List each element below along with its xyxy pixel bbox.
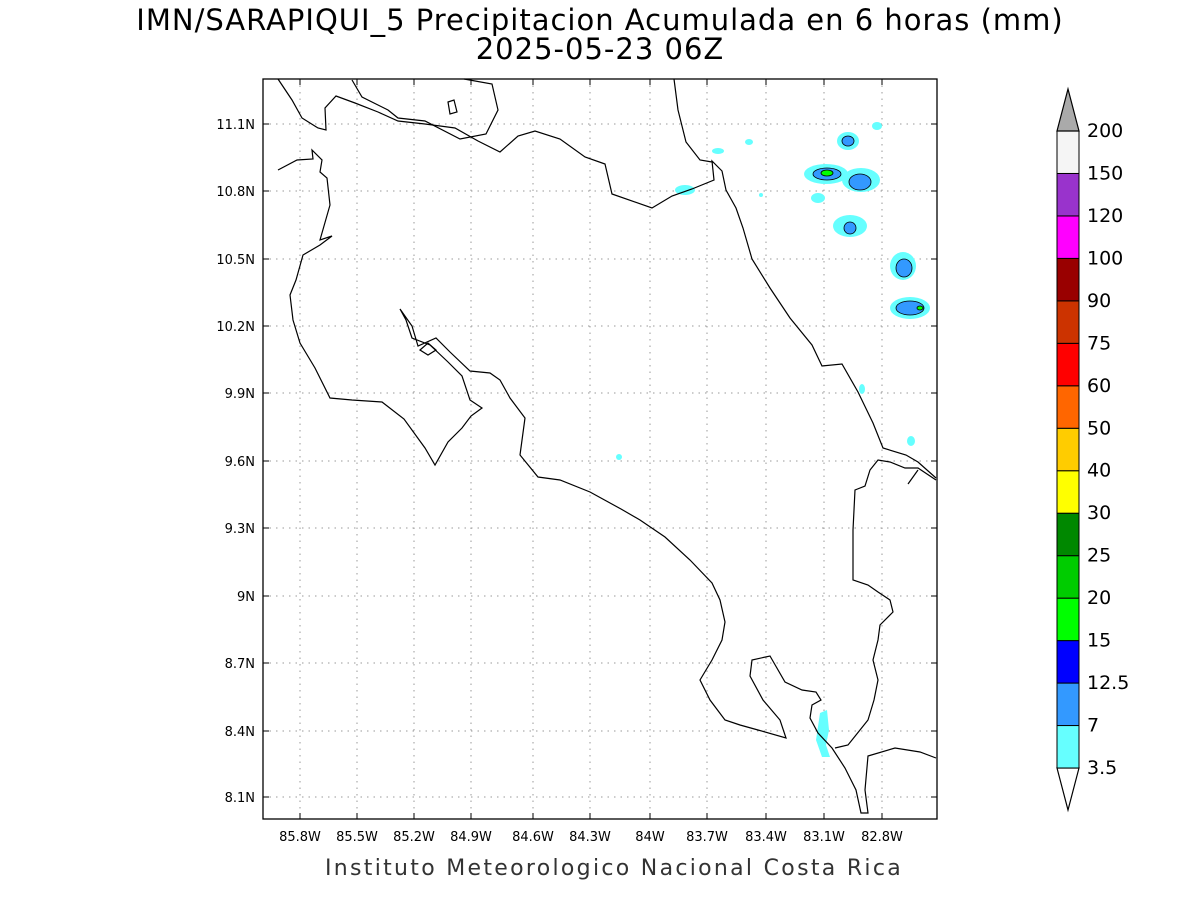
colorbar-label: 12.5 xyxy=(1087,672,1129,694)
lon-tick-label: 83.4W xyxy=(745,830,787,845)
lon-tick-label: 84.9W xyxy=(450,830,492,845)
lon-tick-label: 84W xyxy=(635,830,665,845)
lat-tick-label: 9.9N xyxy=(225,387,255,402)
colorbar-label: 40 xyxy=(1087,460,1111,482)
lat-tick-label: 10.8N xyxy=(216,185,255,200)
lon-tick-label: 82.8W xyxy=(861,830,903,845)
colorbar-swatch xyxy=(1056,597,1080,642)
lat-tick-label: 10.5N xyxy=(216,253,255,268)
colorbar-swatch xyxy=(1056,725,1080,769)
colorbar-low-triangle xyxy=(1056,767,1080,813)
precipitation-areas xyxy=(616,122,930,757)
colorbar-label: 75 xyxy=(1087,332,1111,354)
lat-tick-label: 8.4N xyxy=(225,725,255,740)
colorbar-label: 30 xyxy=(1087,502,1111,524)
colorbar-label: 20 xyxy=(1087,587,1111,609)
precip-7mm-areas xyxy=(812,135,925,316)
lat-tick-label: 8.1N xyxy=(225,791,255,806)
coastlines-borders xyxy=(277,78,937,814)
colorbar-label: 60 xyxy=(1087,375,1111,397)
colorbar-label: 7 xyxy=(1087,715,1099,737)
colorbar-label: 3.5 xyxy=(1087,757,1117,779)
map-title: IMN/SARAPIQUI_5 Precipitacion Acumulada … xyxy=(136,3,1064,37)
colorbar-swatch xyxy=(1056,512,1080,557)
lon-tick-label: 85.5W xyxy=(336,830,378,845)
longitude-axis: 85.8W 85.5W 85.2W 84.9W 84.6W 84.3W 84W 83.7W 83… xyxy=(279,79,903,845)
colorbar-swatch xyxy=(1056,172,1080,217)
colorbar-swatch xyxy=(1056,215,1080,259)
colorbar-swatch xyxy=(1056,257,1080,302)
precip-15mm-areas xyxy=(820,169,924,311)
colorbar-legend: 3.5 7 12.5 15 20 25 30 40 50 60 75 90 100 120 150 200 xyxy=(1056,86,1129,813)
colorbar-swatch xyxy=(1056,342,1080,387)
lat-tick-label: 9.6N xyxy=(225,455,255,470)
footer-credit: Instituto Meteorologico Nacional Costa R… xyxy=(324,856,904,881)
lat-tick-label: 8.7N xyxy=(225,657,255,672)
lat-tick-label: 10.2N xyxy=(216,320,255,335)
map-subtitle-date: 2025-05-23 06Z xyxy=(475,32,725,66)
lon-tick-label: 83.1W xyxy=(803,830,845,845)
colorbar-swatch xyxy=(1056,555,1080,599)
latitude-axis: 11.1N 10.8N 10.5N 10.2N 9.9N 9.6N 9.3N 9N 8.7N 8.… xyxy=(216,118,937,806)
colorbar-swatch xyxy=(1056,470,1080,514)
lon-tick-label: 84.3W xyxy=(569,830,611,845)
colorbar-label: 90 xyxy=(1087,290,1111,312)
colorbar-label: 50 xyxy=(1087,417,1111,439)
colorbar-label: 200 xyxy=(1087,120,1123,142)
lon-tick-label: 83.7W xyxy=(686,830,728,845)
colorbar-swatch xyxy=(1056,427,1080,472)
colorbar-swatch xyxy=(1056,385,1080,429)
lon-tick-label: 85.8W xyxy=(279,830,321,845)
colorbar-swatch xyxy=(1056,682,1080,727)
colorbar-label: 15 xyxy=(1087,630,1111,652)
colorbar-label: 120 xyxy=(1087,205,1123,227)
colorbar-swatch xyxy=(1056,300,1080,344)
lat-tick-label: 9N xyxy=(237,590,255,605)
colorbar-swatch xyxy=(1056,130,1080,174)
colorbar-swatch xyxy=(1056,640,1080,684)
colorbar-label: 100 xyxy=(1087,247,1123,269)
colorbar-high-triangle xyxy=(1056,86,1080,132)
map-frame xyxy=(262,78,938,820)
lon-tick-label: 85.2W xyxy=(393,830,435,845)
lon-tick-label: 84.6W xyxy=(512,830,554,845)
lat-tick-label: 9.3N xyxy=(225,522,255,537)
colorbar-label: 150 xyxy=(1087,162,1123,184)
colorbar-label: 25 xyxy=(1087,545,1111,567)
lat-tick-label: 11.1N xyxy=(216,118,255,133)
map-gridlines xyxy=(263,79,937,819)
